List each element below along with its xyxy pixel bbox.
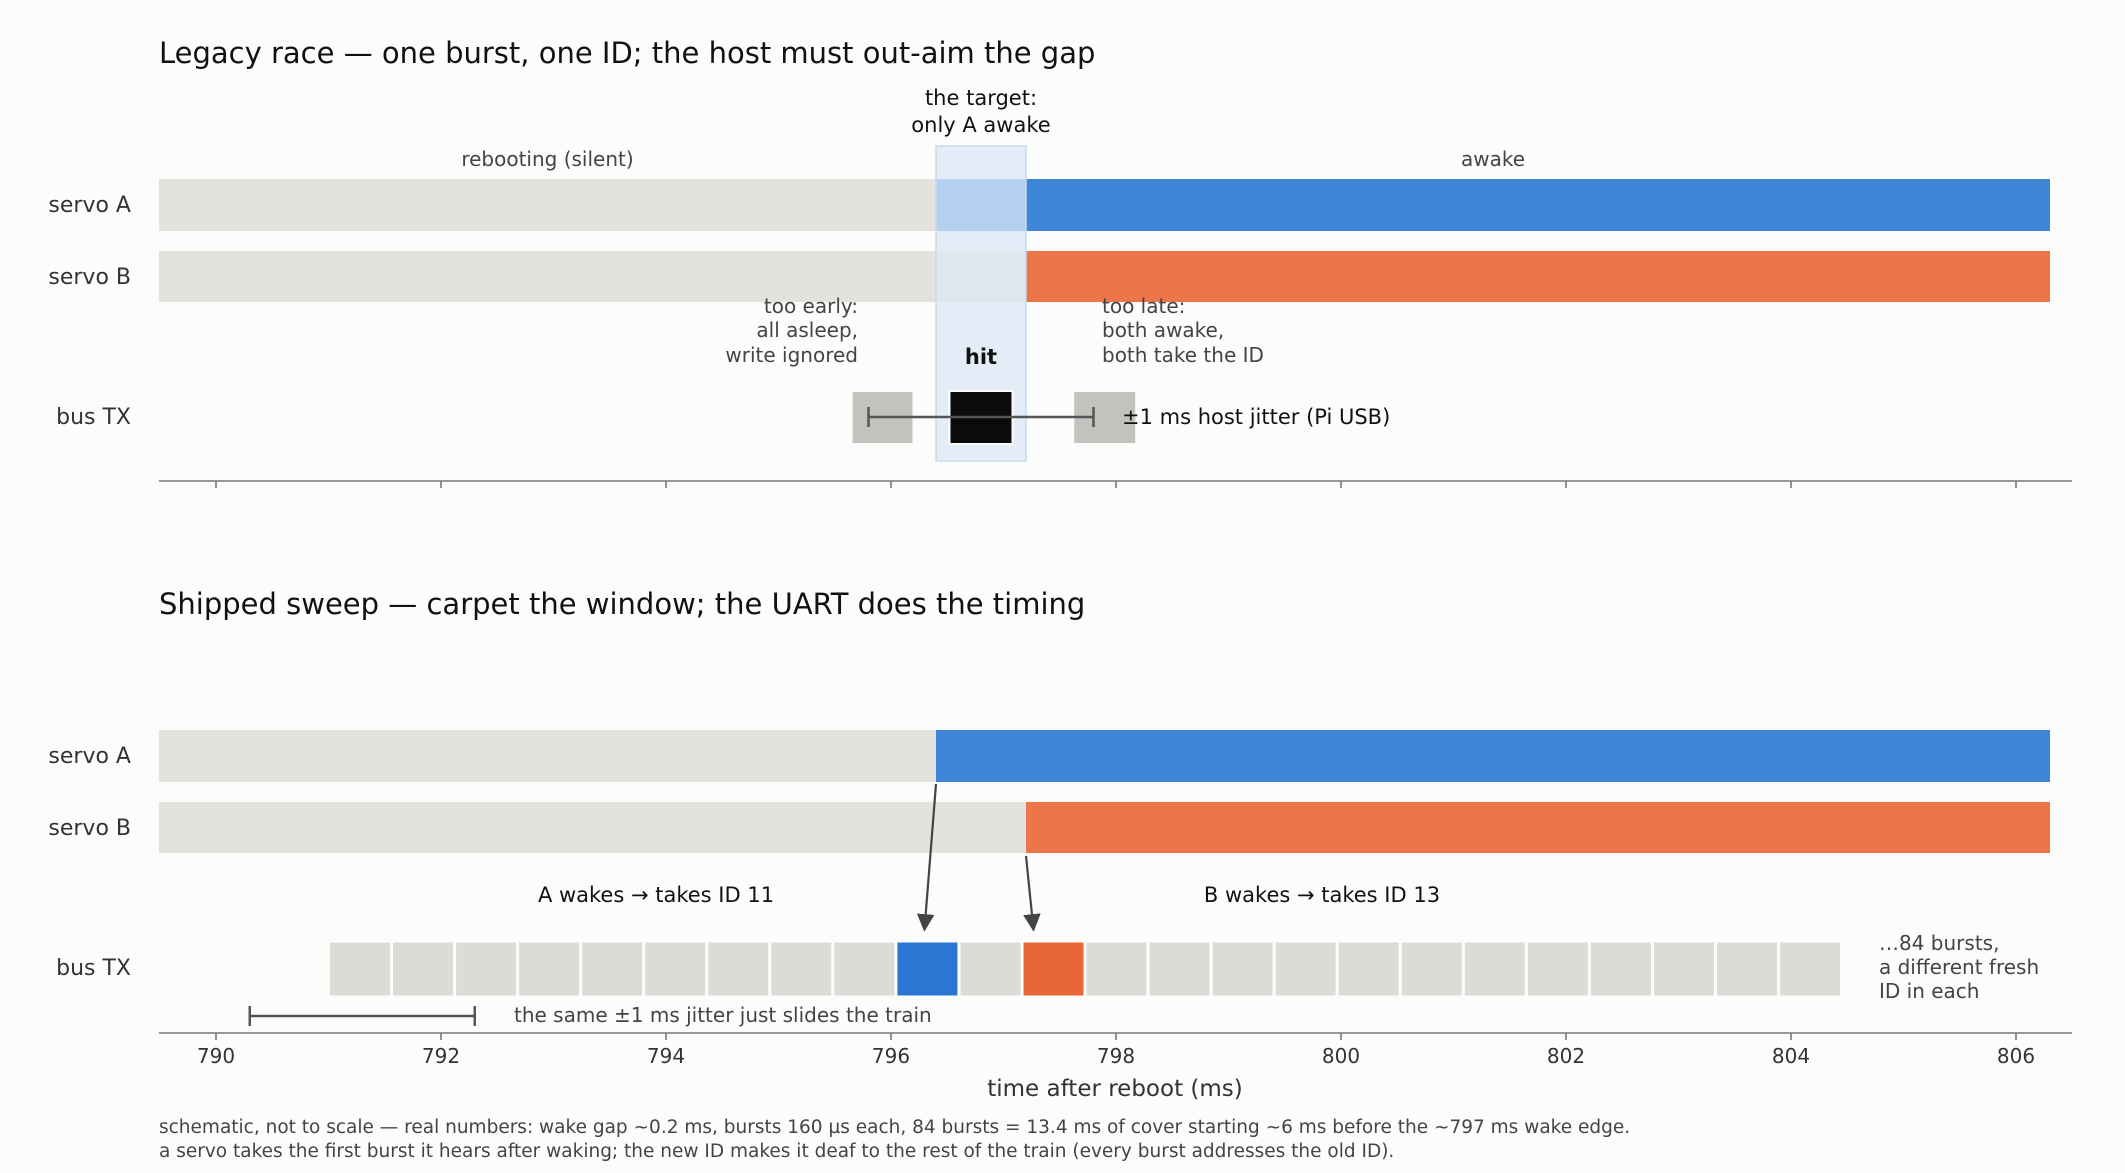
train-burst (1587, 939, 1654, 999)
top-servo-b-asleep-bar (159, 251, 1026, 302)
too-early-note-2: all asleep, (756, 318, 858, 342)
train-burst (1777, 939, 1844, 999)
train-burst (1146, 939, 1213, 999)
too-late-note-1: too late: (1102, 294, 1185, 318)
train-note-3: ID in each (1879, 979, 1979, 1003)
axis-tick-label: 792 (422, 1044, 460, 1068)
too-late-note-3: both take the ID (1102, 343, 1264, 367)
train-burst (1461, 939, 1528, 999)
bottom-servo-a-awake-bar (936, 730, 2050, 782)
a-takes-id-arrow (916, 783, 938, 932)
axis-tick-label: 796 (872, 1044, 910, 1068)
bottom-servo-b-asleep-bar (159, 802, 1026, 853)
footnote-line-2: a servo takes the first burst it hears a… (159, 1141, 1394, 1162)
train-burst (516, 939, 583, 999)
train-burst-taken-by-b (1020, 939, 1087, 999)
target-label-line-1: the target: (925, 86, 1037, 110)
train-burst (453, 939, 520, 999)
train-jitter-label: the same ±1 ms jitter just slides the tr… (514, 1003, 932, 1027)
train-burst-taken-by-a (894, 939, 961, 999)
train-burst (831, 939, 898, 999)
awake-state-label: awake (1461, 147, 1525, 171)
rebooting-state-label: rebooting (silent) (461, 147, 633, 171)
axis-tick-label: 798 (1097, 1044, 1135, 1068)
axis-tick-label: 800 (1322, 1044, 1360, 1068)
legacy-race-panel: Legacy race — one burst, one ID; the hos… (48, 36, 2072, 488)
top-row-label-servo-b: servo B (48, 265, 131, 290)
footnote-line-1: schematic, not to scale — real numbers: … (159, 1117, 1630, 1138)
shipped-sweep-title: Shipped sweep — carpet the window; the U… (159, 587, 1085, 621)
b-wakes-annotation: B wakes → takes ID 13 (1204, 883, 1440, 907)
top-row-label-bus-tx: bus TX (56, 405, 131, 430)
bottom-axis-ticks: 790 792 794 796 798 800 802 804 806 (197, 1033, 2035, 1068)
bottom-servo-a-asleep-bar (159, 730, 936, 782)
host-jitter-label: ±1 ms host jitter (Pi USB) (1122, 405, 1390, 429)
train-note-2: a different fresh (1879, 955, 2039, 979)
hit-label: hit (965, 345, 997, 369)
axis-tick-label: 806 (1997, 1044, 2035, 1068)
axis-tick-label: 802 (1547, 1044, 1585, 1068)
top-servo-a-awake-bar (936, 179, 2050, 231)
axis-tick-label: 790 (197, 1044, 235, 1068)
bottom-row-label-bus-tx: bus TX (56, 956, 131, 981)
train-burst (1398, 939, 1465, 999)
top-servo-b-awake-bar (1026, 251, 2050, 302)
bottom-row-label-servo-b: servo B (48, 816, 131, 841)
target-label-line-2: only A awake (911, 113, 1050, 137)
train-burst (1524, 939, 1591, 999)
axis-tick-label: 804 (1772, 1044, 1810, 1068)
top-row-label-servo-a: servo A (48, 193, 131, 218)
train-burst (1272, 939, 1339, 999)
bottom-servo-b-awake-bar (1026, 802, 2050, 853)
top-axis-ticks (215, 481, 2017, 488)
top-servo-a-asleep-bar (159, 179, 936, 231)
too-early-note-1: too early: (764, 294, 858, 318)
train-note-1: …84 bursts, (1879, 931, 1999, 955)
train-burst (1650, 939, 1718, 999)
train-jitter-range (248, 1006, 476, 1026)
x-axis-label: time after reboot (ms) (987, 1076, 1243, 1102)
host-jitter-range (867, 407, 1095, 427)
train-burst (327, 939, 394, 999)
train-burst (1335, 939, 1402, 999)
too-early-note-3: write ignored (725, 343, 858, 367)
burst-train (327, 939, 1844, 999)
train-burst (957, 939, 1024, 999)
b-takes-id-arrow (1023, 855, 1041, 932)
train-burst (1714, 939, 1781, 999)
train-burst (579, 939, 646, 999)
axis-tick-label: 794 (647, 1044, 685, 1068)
legacy-race-title: Legacy race — one burst, one ID; the hos… (159, 36, 1095, 70)
bottom-row-label-servo-a: servo A (48, 744, 131, 769)
train-burst (390, 939, 457, 999)
a-wakes-annotation: A wakes → takes ID 11 (538, 883, 774, 907)
shipped-sweep-panel: Shipped sweep — carpet the window; the U… (48, 587, 2072, 1102)
too-late-note-2: both awake, (1102, 318, 1224, 342)
train-burst (642, 939, 709, 999)
train-burst (705, 939, 772, 999)
train-burst (1083, 939, 1150, 999)
train-burst (1209, 939, 1276, 999)
train-burst (768, 939, 835, 999)
